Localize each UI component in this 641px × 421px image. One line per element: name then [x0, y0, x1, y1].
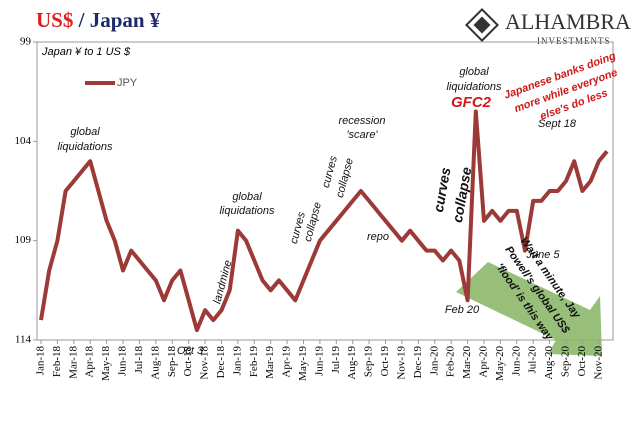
x-tick-label: Jan-19: [231, 346, 243, 376]
annotation: Oct 3: [177, 345, 204, 357]
x-tick-label: Jun-18: [117, 346, 129, 376]
x-tick-label: Jul-20: [527, 346, 539, 374]
x-tick-label: Sep-19: [363, 346, 375, 378]
y-tick-label: 114: [15, 334, 32, 346]
x-tick-label: Jun-20: [510, 346, 522, 376]
x-tick-label: Jul-19: [330, 346, 342, 374]
annotation: liquidations: [57, 141, 113, 153]
logo-mark: [465, 8, 499, 42]
logo-text: INVESTMENTS: [537, 36, 611, 46]
x-tick-label: May-18: [100, 346, 112, 381]
annotation: Feb 20: [445, 304, 480, 316]
title-part: Japan ¥: [90, 8, 161, 32]
x-tick-label: Sep-20: [560, 346, 572, 378]
title-part: US$: [36, 8, 73, 32]
annotation: curves: [430, 166, 454, 213]
logo: ALHAMBRA INVESTMENTS: [465, 8, 631, 46]
x-tick-label: Oct-20: [576, 346, 588, 377]
logo-text: ALHAMBRA: [505, 9, 631, 34]
x-tick-label: Aug-19: [346, 346, 358, 380]
annotation: global: [70, 126, 100, 138]
x-tick-label: Dec-18: [215, 346, 227, 379]
x-tick-label: Feb-20: [445, 346, 457, 378]
x-tick-label: May-20: [494, 346, 506, 381]
x-tick-label: Oct-18: [182, 346, 194, 377]
y-tick-label: 104: [15, 135, 32, 147]
annotation: global: [459, 66, 489, 78]
arrow: [456, 262, 602, 356]
x-tick-label: Apr-20: [477, 346, 489, 378]
plot-frame: [36, 41, 614, 341]
x-tick-label: Mar-18: [67, 346, 79, 379]
x-tick-label: Sep-18: [166, 346, 178, 378]
x-tick-label: Apr-19: [281, 346, 293, 378]
x-tick-label: Aug-20: [543, 346, 555, 380]
chart-title: US$ / Japan ¥: [36, 8, 161, 32]
x-tick-label: Feb-19: [248, 346, 260, 378]
annotation: June 5: [525, 249, 560, 261]
x-tick-label: Nov-19: [395, 346, 407, 380]
subtitle: Japan ¥ to 1 US $: [41, 46, 131, 58]
annotation: recession: [338, 115, 385, 127]
annotation: global: [232, 191, 262, 203]
legend-label: JPY: [117, 77, 138, 89]
annotation: GFC2: [451, 94, 492, 111]
x-tick-label: Jun-19: [313, 346, 325, 376]
x-tick-label: Jan-20: [428, 346, 440, 376]
x-tick-label: May-19: [297, 346, 309, 381]
logo-mark: [473, 16, 491, 34]
annotation: repo: [367, 231, 389, 243]
annotation: Sept 18: [538, 118, 577, 130]
data-line: [39, 109, 609, 333]
title-part: /: [78, 8, 86, 32]
x-tick-label: Jul-18: [133, 346, 145, 374]
x-tick-label: Nov-20: [592, 346, 604, 380]
y-tick-label: 99: [20, 36, 32, 48]
annotation: liquidations: [219, 205, 275, 217]
x-tick-label: Feb-18: [51, 346, 63, 378]
x-tick-label: Mar-20: [461, 346, 473, 379]
annotation: 'scare': [346, 129, 378, 141]
y-tick-label: 109: [15, 234, 32, 246]
x-tick-label: Dec-19: [412, 346, 424, 379]
annotation: liquidations: [446, 81, 502, 93]
x-tick-label: Aug-18: [149, 346, 161, 380]
x-tick-label: Apr-18: [84, 346, 96, 378]
x-tick-label: Nov-18: [199, 346, 211, 380]
x-tick-label: Jan-18: [35, 346, 47, 376]
x-tick-label: Oct-19: [379, 346, 391, 377]
x-tick-label: Mar-19: [264, 346, 276, 379]
